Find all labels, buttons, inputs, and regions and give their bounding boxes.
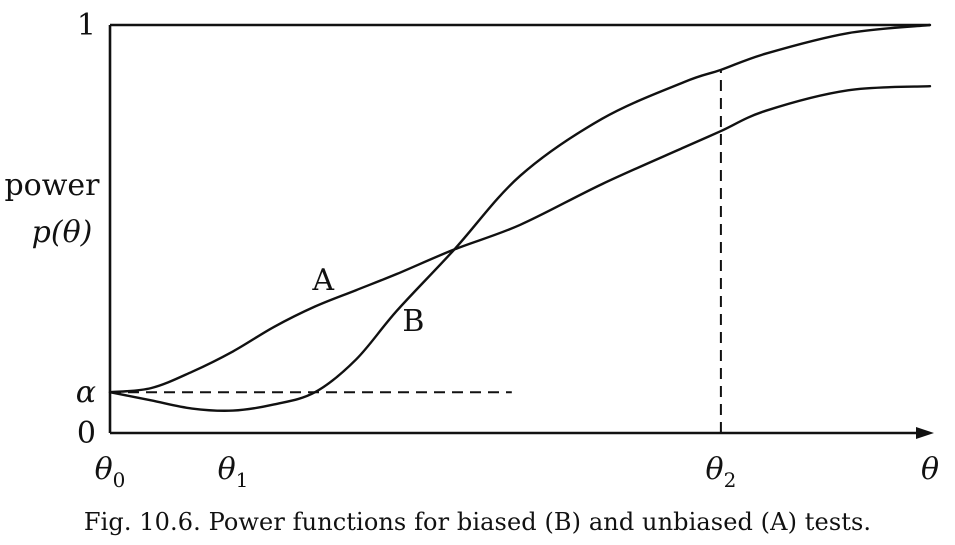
curve-label-b: B <box>402 304 424 339</box>
curve-label-a: A <box>311 263 334 298</box>
plot-frame <box>108 23 934 439</box>
x-tick-label: θ0 <box>95 452 126 492</box>
x-tick-label: θ1 <box>218 452 249 492</box>
y-tick-label: 1 <box>77 8 96 43</box>
x-axis-arrow-icon <box>916 427 934 439</box>
x-tick-label: θ <box>921 452 939 487</box>
y-axis-label-p-theta: p(θ) <box>32 215 93 250</box>
power-curves <box>108 23 932 412</box>
axis-labels: A B 0 α 1 θ0 θ1 θ2 θ power p(θ) <box>4 8 939 492</box>
curve-a <box>108 85 932 394</box>
y-tick-label: α <box>76 375 96 410</box>
y-tick-label: 0 <box>77 416 96 451</box>
reference-lines <box>110 69 722 433</box>
figure-caption: Fig. 10.6. Power functions for biased (B… <box>83 508 872 536</box>
curve-b <box>108 23 932 412</box>
x-tick-label: θ2 <box>706 452 737 492</box>
y-axis-label-power: power <box>4 168 100 203</box>
